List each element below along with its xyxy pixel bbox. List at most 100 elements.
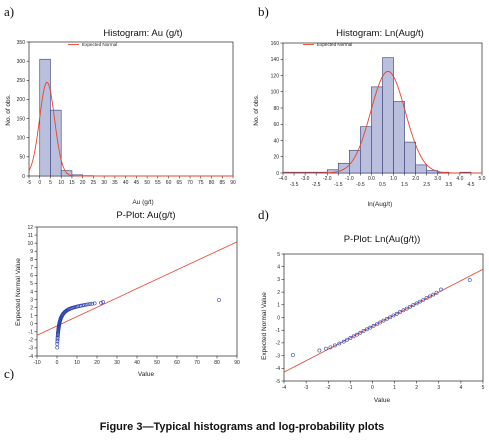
data-point (381, 318, 386, 323)
x-tick-label: 2 (415, 385, 418, 391)
y-tick-label: 80 (273, 106, 279, 112)
y-tick-label: 8 (30, 257, 33, 263)
x-tick-label: -4 (282, 385, 287, 391)
data-point (332, 343, 337, 348)
panel-d: d) P-Plot: Ln(Au(g/t)) Value Expected No… (258, 207, 485, 404)
x-tick-label: 4.5 (467, 182, 474, 188)
y-tick-label: -4 (276, 366, 281, 372)
data-point (55, 335, 60, 340)
histogram-bar (382, 57, 394, 174)
y-tick-label: 2 (277, 290, 280, 296)
data-point (355, 332, 359, 337)
x-tick-label: 55 (155, 180, 161, 186)
x-tick-label: 1.5 (401, 182, 408, 188)
x-tick-label: 1.0 (390, 176, 397, 182)
x-tick-label: 3.0 (434, 176, 441, 182)
y-tick-label: 4 (277, 265, 280, 271)
x-tick-label: 3 (437, 385, 440, 391)
data-point (408, 304, 412, 309)
chart-title-c: P-Plot: Au(g/t) (116, 210, 175, 221)
x-tick-label: 75 (198, 180, 204, 186)
data-point (88, 302, 92, 306)
data-point (84, 302, 88, 307)
y-tick-label: 5 (277, 252, 280, 258)
y-tick-label: 5 (30, 281, 33, 287)
x-tick-label: -1 (348, 385, 353, 391)
x-tick-label: 90 (230, 180, 236, 186)
y-tick-label: -2 (276, 341, 281, 347)
x-tick-label: 0 (38, 180, 41, 186)
x-axis-label-b: ln(Aug/t) (368, 201, 393, 208)
reference-line (283, 268, 484, 373)
x-tick-label: 50 (144, 180, 150, 186)
x-tick-label: 10 (58, 180, 64, 186)
reference-line (36, 241, 238, 336)
y-tick-label: 6 (30, 273, 33, 279)
y-tick-label: 120 (271, 73, 280, 79)
data-point (82, 303, 87, 307)
data-point (431, 292, 436, 297)
data-point (290, 353, 295, 357)
x-tick-label: 5.0 (479, 176, 486, 182)
x-tick-label: 15 (69, 180, 75, 186)
data-point (374, 322, 379, 327)
x-tick-label: -2.5 (312, 182, 321, 188)
plot-frame-c (36, 226, 238, 357)
x-tick-label: 25 (91, 180, 97, 186)
y-tick-label: -1 (276, 328, 281, 334)
y-tick-label: 300 (17, 59, 26, 65)
y-tick-label: 100 (271, 90, 280, 96)
histogram-bar (371, 86, 383, 174)
data-point (434, 290, 439, 295)
histogram-bar (349, 149, 361, 174)
y-tick-label: 9 (30, 249, 33, 255)
x-axis-label-c: Value (138, 371, 155, 378)
x-tick-label: 3.5 (445, 182, 452, 188)
y-tick-label: 0 (277, 315, 280, 321)
data-point (217, 298, 221, 302)
data-point (85, 302, 90, 307)
plot-frame-d (283, 253, 484, 382)
y-tick-label: 1 (30, 313, 33, 319)
x-tick-label: 40 (134, 360, 140, 366)
chart-title-d: P-Plot: Ln(Au(g/t)) (344, 234, 421, 245)
x-tick-label: 0.5 (379, 182, 386, 188)
y-tick-label: 150 (17, 116, 26, 122)
data-point (337, 341, 342, 346)
y-tick-label: 160 (271, 41, 280, 47)
histogram-bar (415, 164, 428, 174)
x-tick-label: 40 (123, 180, 129, 186)
x-tick-label: 2.0 (412, 176, 419, 182)
panel-a: a) Histogram: Au (g/t) Au (g/t) No. of o… (4, 4, 236, 206)
data-point (55, 342, 60, 346)
y-tick-label: 7 (30, 265, 33, 271)
y-tick-label: 11 (28, 233, 33, 239)
data-point (358, 330, 363, 335)
normal-curve (28, 81, 233, 177)
data-point (371, 323, 376, 328)
data-point (55, 339, 60, 344)
data-point (55, 345, 60, 350)
data-point (421, 297, 426, 302)
data-point (439, 287, 443, 292)
data-point (328, 345, 333, 350)
y-axis-label-c: Expected Normal Value (15, 258, 22, 326)
data-point (401, 308, 406, 313)
data-point (398, 310, 402, 314)
histogram-bar (39, 58, 51, 177)
legend-label-b: Expected Normal (317, 42, 352, 47)
x-tick-label: -1.5 (334, 182, 343, 188)
data-point (388, 315, 393, 320)
data-point (394, 311, 399, 316)
y-tick-label: 50 (19, 155, 25, 161)
panel-label-c: c) (4, 366, 14, 381)
x-tick-label: -10 (33, 360, 40, 366)
y-axis-label-d: Expected Normal Value (261, 292, 268, 360)
x-tick-label: 5 (49, 180, 52, 186)
panel-c: c) P-Plot: Au(g/t) Value Expected Normal… (4, 210, 240, 381)
y-tick-label: -3 (276, 353, 281, 359)
x-tick-label: 80 (209, 180, 215, 186)
histogram-bar (50, 109, 62, 177)
y-axis-label-a: No. of obs. (5, 94, 12, 126)
y-tick-label: -2 (29, 338, 34, 344)
